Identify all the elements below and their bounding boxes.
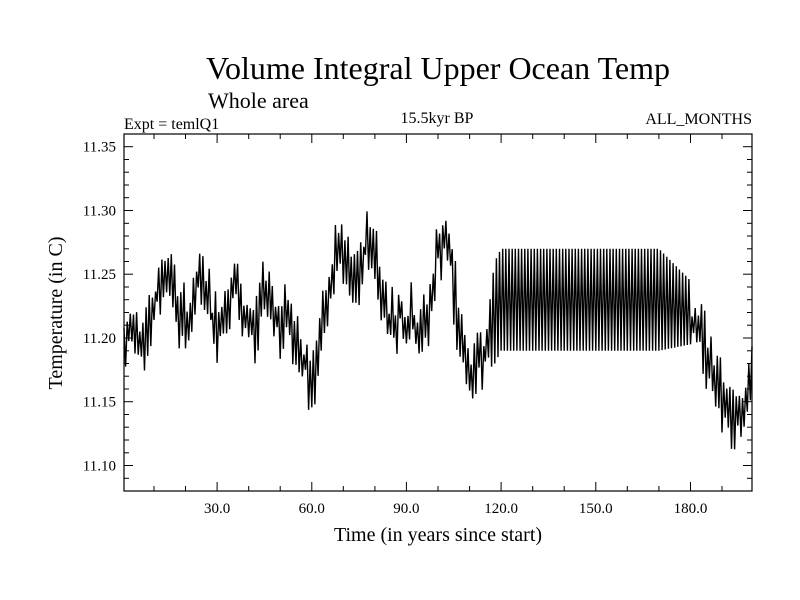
y-tick-label: 11.30 [83, 204, 116, 220]
period-label: 15.5kyr BP [401, 110, 474, 127]
axis-ticks [124, 133, 752, 492]
months-label: ALL_MONTHS [645, 111, 752, 128]
y-axis-label: Temperature (in C) [45, 237, 67, 390]
y-tick-label: 11.25 [83, 267, 116, 283]
x-tick-label: 60.0 [299, 501, 325, 517]
y-tick-label: 11.35 [83, 140, 116, 156]
y-tick-label: 11.15 [83, 395, 116, 411]
chart-subtitle: Whole area [208, 88, 309, 113]
chart-title: Volume Integral Upper Ocean Temp [206, 50, 670, 86]
x-tick-label: 150.0 [579, 501, 613, 517]
x-tick-labels: 30.0 60.0 90.0 120.0 150.0 180.0 [204, 501, 707, 517]
y-tick-label: 11.10 [83, 459, 116, 475]
y-tick-labels: 11.10 11.15 11.20 11.25 11.30 11.35 [83, 140, 116, 475]
x-tick-label: 30.0 [204, 501, 230, 517]
x-axis-label: Time (in years since start) [334, 524, 542, 546]
y-tick-label: 11.20 [83, 331, 116, 347]
experiment-label: Expt = temlQ1 [124, 116, 219, 133]
x-tick-label: 90.0 [393, 501, 419, 517]
series-line [123, 211, 753, 450]
x-tick-label: 120.0 [484, 501, 518, 517]
x-tick-label: 180.0 [674, 501, 708, 517]
